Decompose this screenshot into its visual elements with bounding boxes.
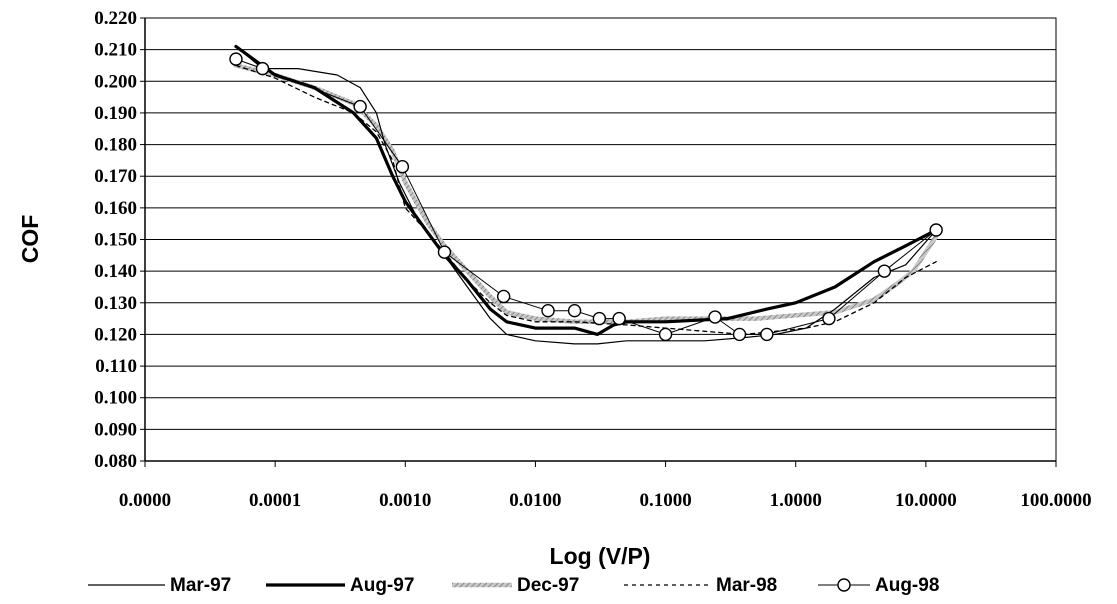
legend-label-mar-97: Mar-97 bbox=[170, 575, 231, 596]
data-point-aug-98 bbox=[658, 327, 673, 342]
data-point-aug-98 bbox=[877, 264, 892, 278]
y-tick-label: 0.170 bbox=[94, 166, 137, 187]
data-point-aug-98 bbox=[822, 311, 836, 326]
y-tick-label: 0.120 bbox=[94, 324, 137, 345]
legend-marker-aug-98 bbox=[837, 578, 851, 592]
data-point-aug-98 bbox=[592, 311, 607, 326]
x-tick-label: 0.0010 bbox=[379, 490, 431, 511]
y-tick-label: 0.090 bbox=[94, 419, 137, 440]
x-tick-labels: 0.0000 0.0001 0.0010 0.0100 0.1000 1.0000 10.0… bbox=[119, 490, 1092, 511]
series-line-dec-97 bbox=[233, 63, 939, 325]
y-tick-label: 0.110 bbox=[95, 356, 137, 377]
legend-label-aug-98: Aug-98 bbox=[875, 575, 939, 596]
y-tick-label: 0.130 bbox=[94, 293, 137, 314]
legend: Mar-97 Aug-97 Dec-97 Mar-98 Aug-98 bbox=[88, 575, 939, 596]
data-point-aug-98 bbox=[541, 303, 555, 318]
x-tick-label: 100.0000 bbox=[1020, 490, 1091, 511]
x-axis-title: Log (V/P) bbox=[550, 543, 651, 569]
data-point-aug-98 bbox=[437, 245, 452, 259]
data-point-aug-98 bbox=[760, 327, 774, 342]
data-point-aug-98 bbox=[732, 327, 747, 342]
y-tick-label: 0.190 bbox=[94, 103, 137, 124]
y-tick-labels: 0.080 0.090 0.100 0.110 0.120 0.130 0.140 0.150… bbox=[94, 8, 137, 472]
y-tick-label: 0.100 bbox=[94, 388, 137, 409]
legend-label-dec-97: Dec-97 bbox=[517, 575, 579, 596]
y-tick-label: 0.080 bbox=[94, 451, 137, 472]
data-point-aug-98 bbox=[353, 99, 367, 114]
x-tick-label: 1.0000 bbox=[770, 490, 822, 511]
x-tick-label: 10.0000 bbox=[895, 490, 957, 511]
data-point-aug-98 bbox=[612, 311, 626, 326]
series-line-mar-98 bbox=[235, 64, 937, 336]
y-tick-label: 0.140 bbox=[94, 261, 137, 282]
y-tick-label: 0.210 bbox=[94, 40, 137, 61]
data-point-aug-98 bbox=[229, 52, 243, 66]
data-point-aug-98 bbox=[567, 303, 582, 318]
data-point-aug-98 bbox=[496, 289, 511, 304]
x-tick-label: 0.0100 bbox=[509, 490, 561, 511]
series-line-aug-97 bbox=[234, 44, 938, 336]
x-tick-label: 0.1000 bbox=[639, 490, 691, 511]
data-point-aug-98 bbox=[708, 310, 722, 324]
y-axis-title: COF bbox=[17, 215, 43, 264]
y-tick-label: 0.180 bbox=[94, 135, 137, 156]
y-tick-label: 0.200 bbox=[94, 71, 137, 92]
y-tick-label: 0.160 bbox=[94, 198, 137, 219]
data-series bbox=[229, 44, 943, 345]
data-point-aug-98 bbox=[929, 223, 943, 237]
data-point-aug-98 bbox=[395, 160, 410, 174]
x-tick-label: 0.0000 bbox=[119, 490, 171, 511]
axes bbox=[140, 17, 1057, 467]
legend-label-aug-97: Aug-97 bbox=[350, 575, 414, 596]
y-tick-label: 0.220 bbox=[94, 8, 137, 29]
y-tick-label: 0.150 bbox=[94, 230, 137, 251]
data-point-aug-98 bbox=[255, 61, 270, 76]
legend-label-mar-98: Mar-98 bbox=[716, 575, 777, 596]
x-tick-label: 0.0001 bbox=[249, 490, 301, 511]
